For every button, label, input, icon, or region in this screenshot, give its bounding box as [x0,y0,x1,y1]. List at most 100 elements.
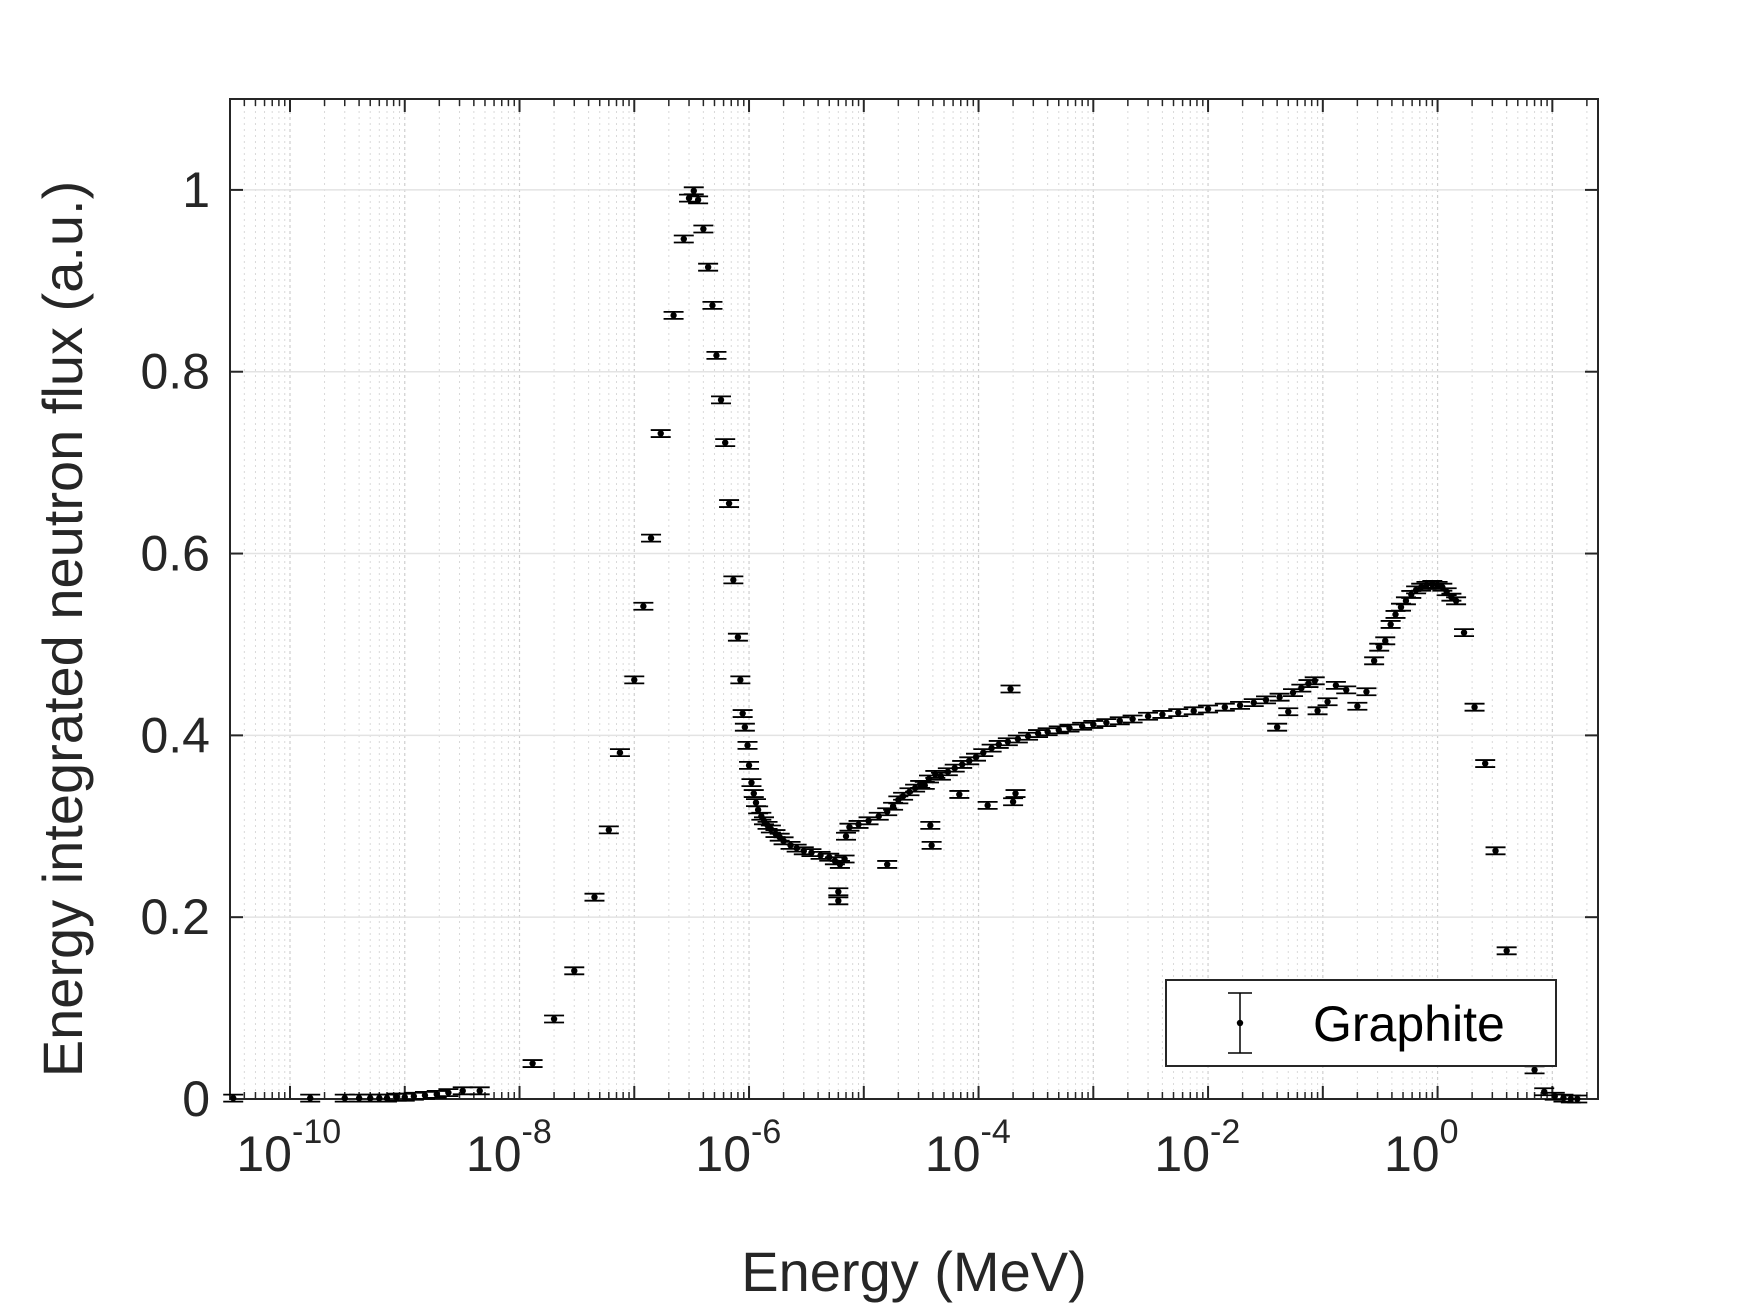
marker-dot [889,803,897,810]
data-point [1138,711,1159,721]
data-point [706,350,727,360]
marker-dot [842,833,850,840]
y-tick-label: 0.8 [140,344,210,400]
marker-dot [1324,698,1331,705]
marker-dot [341,1094,348,1102]
legend-box [1165,979,1557,1067]
data-point [1007,734,1028,744]
data-point [1230,700,1251,710]
marker-dot [1221,703,1229,711]
x-tick-label-exponent: 0 [1440,1113,1459,1151]
marker-dot [972,753,980,761]
data-point [698,262,719,272]
data-point [673,234,694,244]
data-point [641,533,662,543]
data-point [609,748,630,758]
marker-dot [421,1092,429,1099]
marker-dot [631,676,638,684]
marker-dot [1452,597,1460,605]
data-point [1152,710,1173,719]
marker-dot [1009,798,1017,805]
data-point [1003,797,1024,807]
x-tick-label-exponent: -2 [1210,1113,1240,1151]
marker-dot [1376,643,1383,651]
marker-dot [745,762,753,769]
marker-dot [445,1089,452,1096]
marker-dot [670,312,677,319]
marker-dot [835,888,842,895]
grid-layer [230,99,1598,1099]
x-axis-label: Energy (MeV) [741,1240,1086,1303]
marker-dot [713,352,720,359]
data-point [1198,704,1219,714]
data-point [702,300,723,310]
marker-dot [1262,696,1270,704]
data-point [732,709,753,718]
marker-dot [1276,693,1283,701]
marker-dot [605,826,613,834]
data-point [753,816,774,826]
y-tick-label: 1 [182,162,210,218]
x-tick-label-base: 10 [1384,1126,1440,1182]
marker-dot [1236,702,1244,709]
x-tick-label-base: 10 [695,1126,751,1182]
data-point [719,499,740,508]
marker-dot [1012,790,1019,797]
x-tick-label-base: 10 [236,1126,292,1182]
marker-dot [680,235,687,243]
marker-dot [1531,1066,1538,1074]
data-point [403,1091,424,1101]
data-point [1005,789,1026,798]
data-point [921,840,942,850]
marker-dot [875,813,882,820]
marker-dot [1204,705,1212,713]
data-point [858,816,879,826]
marker-dot [980,749,987,756]
data-point [977,800,998,810]
marker-dot [1332,682,1340,689]
data-point [1307,706,1328,716]
x-tick-label: 10 -4 [925,1113,1011,1182]
data-point [414,1090,435,1100]
marker-dot [700,225,707,233]
x-tick-label-exponent: -6 [751,1113,781,1151]
x-tick-label: 10 -2 [1154,1113,1240,1182]
marker-dot [709,302,716,309]
marker-dot [383,1094,391,1102]
x-tick-label-exponent: -10 [292,1113,341,1151]
marker-dot [744,742,751,749]
marker-dot [1190,707,1197,715]
marker-dot [1397,603,1405,611]
data-point [1347,701,1368,711]
marker-dot [741,723,749,731]
marker-dot [748,779,755,786]
marker-dot [690,187,697,195]
x-tick-label: 10 -10 [236,1113,341,1182]
marker-dot [410,1093,418,1100]
legend-errorbar-marker [1228,992,1252,1054]
marker-dot [1471,703,1478,711]
data-point [1496,946,1517,956]
marker-dot [550,1015,558,1023]
marker-dot [640,603,647,610]
marker-dot [1503,947,1510,955]
marker-dot [459,1087,466,1095]
marker-dot [1402,597,1410,605]
data-point [1059,723,1080,733]
data-point [723,575,744,585]
x-tick-label-exponent: -8 [522,1113,552,1151]
data-point [394,1092,415,1102]
marker-dot [752,799,760,806]
marker-dot [1144,713,1152,720]
legend-marker-dot [1236,1019,1244,1027]
marker-dot [1460,629,1468,636]
data-point [693,224,714,234]
data-point [997,737,1018,747]
marker-dot [571,967,578,975]
data-point [1243,698,1264,708]
marker-dot [476,1087,483,1095]
data-point [848,820,869,829]
marker-dot [1129,715,1136,723]
data-point [452,1086,473,1096]
